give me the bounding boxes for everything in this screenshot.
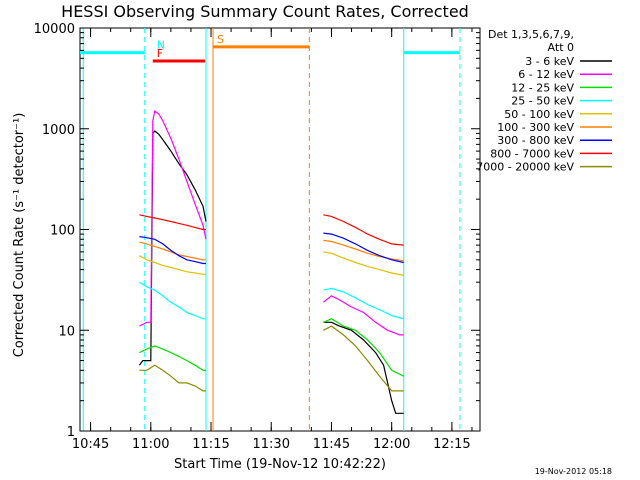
series-line-7-0 <box>139 214 206 231</box>
series-line-3-1 <box>323 287 404 320</box>
y-axis-label: Corrected Count Rate (s⁻¹ detector⁻¹) <box>12 113 27 358</box>
series-line-6-1 <box>323 232 404 264</box>
legend-label-5: 100 - 300 keV <box>497 121 574 134</box>
series-line-2-0 <box>139 345 206 371</box>
y-tick-label-0: 1 <box>67 425 75 440</box>
legend-label-8: 7000 - 20000 keV <box>476 161 574 174</box>
legend-label-2: 12 - 25 keV <box>511 81 574 94</box>
legend-label-7: 800 - 7000 keV <box>490 147 574 160</box>
legend-header-1: Att 0 <box>548 41 574 54</box>
series-line-6-0 <box>139 236 206 265</box>
legend-label-0: 3 - 6 keV <box>525 55 574 68</box>
series-line-3-0 <box>139 281 206 320</box>
y-tick-label-2: 100 <box>50 224 75 239</box>
y-tick-label-3: 1000 <box>42 123 75 138</box>
legend-header-0: Det 1,3,5,6,7,9, <box>488 28 574 41</box>
legend-label-3: 25 - 50 keV <box>511 95 574 108</box>
flag-label-3: S <box>217 33 224 46</box>
y-axis-ticks: 1 10 100 1000 10000 <box>34 22 480 440</box>
series-line-0-1 <box>323 321 404 414</box>
series-group <box>138 109 404 414</box>
observing-vlines <box>82 28 461 431</box>
series-line-1-0 <box>139 109 207 327</box>
series-line-4-1 <box>323 251 404 276</box>
footer-timestamp: 19-Nov-2012 05:18 <box>535 467 612 476</box>
x-axis-ticks: 10:45 11:00 11:15 11:30 11:45 12:00 12:15 <box>72 28 473 452</box>
series-line-8-0 <box>139 364 206 392</box>
series-line-7-1 <box>323 214 404 246</box>
legend-label-1: 6 - 12 keV <box>518 68 574 81</box>
x-tick-label-1: 11:00 <box>132 437 169 452</box>
series-line-2-1 <box>323 318 404 377</box>
legend-label-4: 50 - 100 keV <box>504 108 574 121</box>
x-tick-label-5: 12:00 <box>373 437 410 452</box>
flag-label-1: N <box>157 39 165 52</box>
legend-label-6: 300 - 800 keV <box>497 134 574 147</box>
y-tick-label-1: 10 <box>58 324 75 339</box>
series-line-8-1 <box>323 325 404 392</box>
chart-title: HESSI Observing Summary Count Rates, Cor… <box>61 2 469 21</box>
x-axis-label: Start Time (19-Nov-12 10:42:22) <box>174 457 386 472</box>
series-line-4-0 <box>139 255 206 275</box>
x-tick-label-6: 12:15 <box>433 437 470 452</box>
series-line-0-0 <box>138 130 207 366</box>
x-tick-label-3: 11:30 <box>253 437 290 452</box>
series-line-1-1 <box>323 295 404 336</box>
x-tick-label-2: 11:15 <box>192 437 229 452</box>
x-tick-label-0: 10:45 <box>72 437 109 452</box>
observing-flags: NF S <box>80 33 460 63</box>
x-tick-label-4: 11:45 <box>313 437 350 452</box>
y-tick-label-4: 10000 <box>34 22 75 37</box>
flag-label-2: F <box>157 47 163 60</box>
